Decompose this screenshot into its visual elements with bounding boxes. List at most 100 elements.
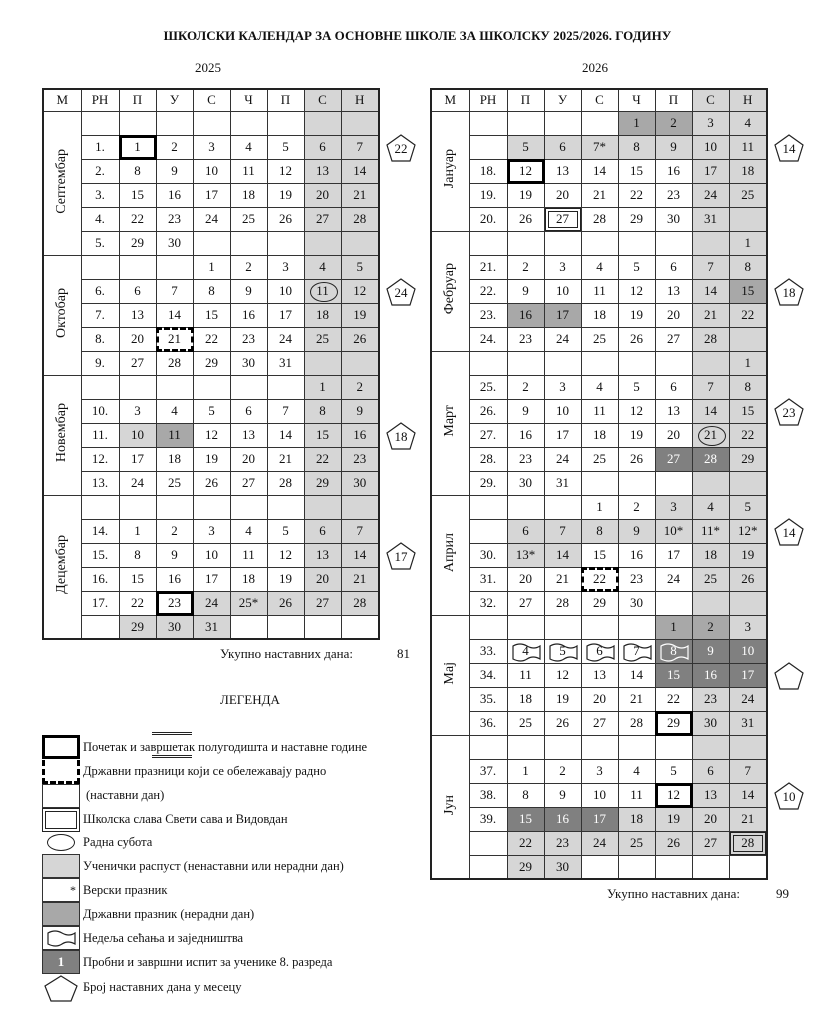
day-cell: 19	[654, 806, 693, 832]
day-cell: 4	[617, 758, 656, 784]
day-number: 4	[596, 259, 603, 274]
week-row: 32. 27 28 29 30	[431, 590, 768, 616]
day-cell	[580, 470, 619, 496]
week-row: Фебруар 1	[430, 230, 768, 352]
day-cell	[303, 230, 342, 256]
day-cell: 7*	[580, 134, 619, 160]
day-number: 30	[704, 715, 717, 730]
day-cell: 6	[303, 134, 342, 160]
month-name: Децембар	[54, 535, 70, 595]
legend-vacation-swatch	[42, 854, 80, 878]
week-row: Јануар 1 2 3 4	[430, 110, 768, 232]
week-number	[468, 830, 508, 856]
teaching-days-count: 14	[782, 524, 796, 540]
day-cell: 19	[506, 182, 545, 208]
day-number: 13	[316, 547, 329, 562]
day-cell: 24	[691, 182, 730, 208]
day-number: 22	[741, 427, 755, 442]
day-number: 1	[134, 523, 141, 538]
day-number: 14	[704, 283, 717, 298]
day-cell: 21	[728, 806, 768, 832]
day-cell: 8	[506, 782, 545, 808]
pentagon-icon	[386, 133, 416, 162]
day-cell: 24	[266, 326, 305, 352]
day-cell: 10	[543, 398, 582, 424]
day-cell: 15 18	[728, 277, 804, 306]
day-number: 3	[282, 259, 289, 274]
day-number: 12	[667, 787, 680, 802]
week-row: 36. 25 26 27 28 29 30 31	[431, 710, 768, 736]
day-cell: 14	[691, 278, 730, 304]
day-number: 9	[245, 283, 252, 298]
day-cell: 28	[543, 590, 582, 616]
day-cell: 18	[229, 566, 268, 592]
day-number: 28	[353, 595, 367, 610]
day-number: 13	[556, 163, 569, 178]
day-cell: 5	[728, 494, 768, 520]
day-number: 26	[519, 211, 532, 226]
day-cell: 4	[691, 494, 730, 520]
day-cell: 2	[506, 254, 545, 280]
week-row: Септембар	[42, 110, 380, 256]
day-cell: 24	[543, 326, 582, 352]
day-cell: 17	[118, 446, 157, 472]
day-number: 2	[171, 139, 178, 154]
day-number: 29	[519, 858, 532, 874]
day-cell: 14 17	[340, 541, 416, 570]
week-row: 8. 20 21 22 23 24 25 26	[43, 326, 380, 352]
day-number: 20	[519, 571, 532, 586]
week-number: 9.	[80, 350, 120, 376]
day-number: 1	[134, 139, 141, 154]
day-cell: 12 24	[340, 277, 416, 306]
day-number: 18	[242, 187, 255, 202]
day-number: 26	[556, 715, 569, 730]
day-cell: 23	[155, 206, 194, 232]
day-cell: 13	[580, 662, 619, 688]
day-cell: 10*	[654, 518, 693, 544]
day-cell: 18	[155, 446, 194, 472]
teaching-days-count: 18	[394, 428, 408, 444]
week-row: Децембар	[42, 494, 380, 640]
day-number: 16	[667, 163, 680, 178]
day-cell	[580, 614, 619, 640]
day-cell: 25	[691, 566, 730, 592]
week-number: 14.	[80, 518, 120, 544]
day-cell: 23	[340, 446, 380, 472]
day-cell: 16	[691, 662, 730, 688]
day-cell	[192, 230, 231, 256]
day-number: 11	[630, 787, 643, 802]
day-cell: 8	[118, 542, 157, 568]
day-cell: 18	[303, 302, 342, 328]
day-number: 25	[630, 835, 643, 850]
day-cell: 11	[506, 662, 545, 688]
calendar-2025: М РН П У С Ч П С Н Септембар 1. 1 2 3 4 5 6 7 22 2. 8 9 10 11 12…	[42, 88, 416, 640]
day-number: 17	[131, 451, 144, 466]
day-cell: 26	[617, 326, 656, 352]
day-cell: 14	[155, 302, 194, 328]
week-row: 24. 23 24 25 26 27 28	[431, 326, 768, 352]
flag-icon	[585, 642, 615, 662]
total-label-2025: Укупно наставних дана:	[220, 646, 353, 661]
day-cell: 26	[266, 206, 305, 232]
day-cell: 23	[691, 686, 730, 712]
week-row: 27. 16 17 18 19 20 21 22	[431, 422, 768, 448]
day-cell: 22	[654, 686, 693, 712]
day-number: 14	[630, 667, 643, 682]
day-cell	[580, 734, 619, 760]
week-number: 3.	[80, 182, 120, 208]
day-number: 19	[279, 571, 292, 586]
week-row: 22 23 24 25 26 27 28	[431, 830, 768, 856]
day-number: 27	[704, 835, 717, 850]
day-number: 20	[667, 427, 680, 442]
day-cell	[340, 230, 380, 256]
day-cell: 3	[728, 614, 768, 640]
day-cell: 6	[691, 758, 730, 784]
day-number: 27	[131, 355, 144, 370]
day-number: 23	[353, 451, 367, 466]
legend-item-state-working: Државни празници који се обележавају рад…	[83, 764, 327, 778]
day-cell: 23	[543, 830, 582, 856]
day-number: 30	[519, 475, 532, 490]
day-number: 1	[596, 499, 603, 514]
day-cell: 8	[192, 278, 231, 304]
day-cell: 22	[192, 326, 231, 352]
